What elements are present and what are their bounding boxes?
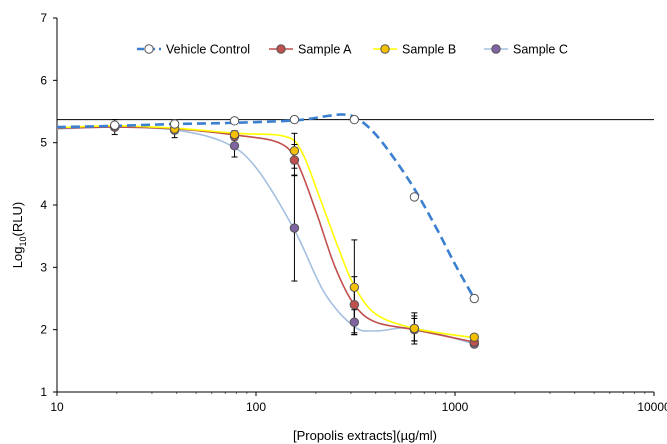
sample-b-point [289,146,300,156]
sample-c-point [289,223,300,233]
sample-b-point [409,323,420,334]
x-tick-label: 10 [50,400,64,414]
legend-label: Vehicle Control [166,43,250,57]
y-axis-title-main: Log [10,246,25,268]
y-tick-label: 6 [40,73,47,87]
y-axis-title-subscript: 10 [18,236,28,246]
sample-a-point [349,300,360,310]
vehicle-control-point [409,192,420,202]
legend-label: Sample B [402,43,456,57]
vehicle-control-point [469,293,479,304]
sample-c-point [349,317,360,327]
vehicle-control-point [110,120,120,130]
vehicle-control-curve [56,113,476,300]
legend-item-sample-a[interactable]: Sample A [269,43,352,57]
tick-labels: 1 2 3 4 5 6 7 10 100 1000 10000 [40,11,667,414]
y-tick-label: 2 [40,323,47,337]
x-tick-label: 1000 [442,400,469,414]
legend-item-sample-c[interactable]: Sample C [484,43,568,57]
vehicle-control-point [289,114,300,125]
sample-b-point [229,129,240,140]
y-tick-label: 7 [40,11,47,25]
sample-b-point [469,332,479,342]
y-axis-title-rest: (RLU) [10,202,25,237]
sample-c-curve [56,126,475,345]
series-curves [56,113,476,345]
x-tick-label: 10000 [637,400,667,414]
legend[interactable]: Vehicle Control Sample A Sample B Sample C [137,43,568,57]
legend-label: Sample C [513,43,568,57]
sample-b-curve [56,125,475,339]
sample-c-point [229,141,240,151]
legend-label: Sample A [298,43,352,57]
legend-item-sample-b[interactable]: Sample B [373,43,456,57]
y-tick-label: 1 [40,385,47,399]
legend-swatch-marker [144,44,154,54]
data-points [110,114,479,349]
legend-swatch-marker [380,44,390,54]
y-axis-title: Log10(RLU) [10,202,28,268]
y-tick-label: 5 [40,136,47,150]
sample-a-point [289,155,300,165]
y-tick-label: 3 [40,260,47,274]
vehicle-control-point [349,114,360,125]
legend-swatch-marker [276,44,286,54]
y-tick-label: 4 [40,198,47,212]
x-tick-label: 100 [246,400,266,414]
sample-b-point [349,282,360,292]
x-axis-title: [Propolis extracts](µg/ml) [293,428,437,443]
vehicle-control-point [229,116,240,126]
vehicle-control-point [169,119,180,129]
legend-swatch-marker [491,44,501,54]
legend-item-vehicle-control[interactable]: Vehicle Control [137,43,250,57]
sample-a-curve [56,126,475,343]
axes [53,17,655,396]
